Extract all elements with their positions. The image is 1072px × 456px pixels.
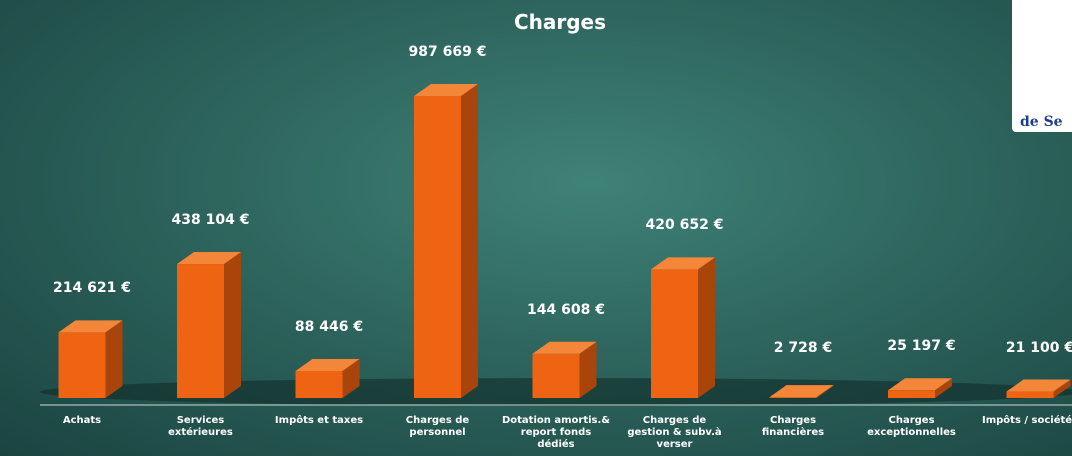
bar-side (224, 252, 241, 398)
bar-side (579, 341, 597, 398)
logo: de Se (1012, 0, 1072, 132)
bar-side (342, 358, 360, 398)
x-tick-label: Impôts et taxes (274, 415, 364, 426)
bar-top (532, 341, 597, 354)
x-tick-label: Achats (62, 415, 102, 426)
data-label: 25 197 € (887, 338, 956, 355)
bar-side (1053, 379, 1071, 398)
bar-top (414, 84, 478, 96)
data-label: 987 669 € (408, 44, 487, 60)
bar-top (651, 257, 715, 270)
data-label: 438 104 € (171, 212, 250, 229)
bar (769, 397, 817, 398)
bar-top (888, 378, 952, 391)
bar-top (769, 385, 834, 398)
x-tick-label: Charges exceptionnelles (867, 415, 956, 438)
logo-text: de Se (1020, 114, 1063, 130)
x-tick-label: Charges de gestion & subv.à verser (627, 415, 722, 450)
bar (1006, 391, 1054, 398)
x-tick-label: Charges de personnel (405, 415, 470, 438)
bar (58, 332, 106, 398)
data-label: 144 608 € (527, 301, 605, 318)
bar (888, 390, 935, 398)
x-tick-label: Charges financières (761, 415, 825, 438)
bar-side (698, 257, 715, 398)
bar (532, 353, 580, 398)
bar-top (1006, 379, 1071, 392)
bar-side (935, 378, 952, 398)
data-label: 2 728 € (773, 340, 833, 356)
bar (177, 264, 224, 398)
x-tick-label: Services extérieures (168, 415, 233, 438)
chart-title: Charges (513, 10, 607, 34)
bar (414, 96, 461, 398)
bar-top (295, 358, 360, 371)
bar (295, 370, 343, 398)
data-label: 420 652 € (645, 217, 724, 234)
data-label: 214 621 € (53, 280, 131, 297)
bar-top (177, 252, 241, 265)
bar-side (461, 84, 478, 398)
bar-top (58, 320, 123, 333)
x-tick-label: Dotation amortis.& report fonds dédiés (501, 415, 611, 450)
data-label: 88 446 € (294, 318, 364, 335)
bar-side (816, 385, 834, 398)
data-label: 21 100 € (1005, 339, 1072, 356)
bar-side (105, 320, 123, 398)
bar (651, 269, 698, 398)
x-tick-label: Impôts / sociétés (982, 415, 1072, 426)
